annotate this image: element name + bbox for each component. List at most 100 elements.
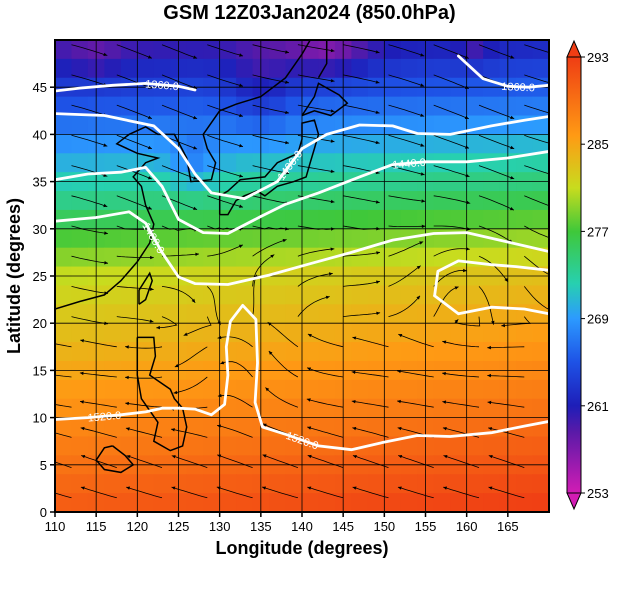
field-cell [120,342,138,362]
streamline-arrow [556,206,560,209]
field-cell [104,228,122,249]
streamline-arrow [173,390,178,395]
streamline [487,401,525,408]
field-cell [400,58,418,79]
field-cell [236,134,254,154]
streamline [398,455,434,468]
field-cell [269,323,287,343]
field-cell [153,153,171,173]
streamline [397,486,434,499]
field-cell [318,474,336,494]
field-cell [285,153,303,173]
field-cell [384,40,402,60]
streamline [116,255,154,259]
streamline-arrow [80,339,84,343]
field-cell [186,58,204,79]
field-cell [285,58,303,79]
streamline [207,74,244,87]
field-cell [367,342,385,362]
field-cell [55,247,73,268]
coastline [136,336,188,452]
field-cell [351,474,369,494]
streamline [116,134,153,150]
field-cell [219,474,237,494]
field-cell [186,247,204,268]
field-cell [450,417,468,438]
field-cell [433,209,451,230]
streamline [161,286,196,303]
field-cell [367,398,385,419]
field-cell [433,96,451,117]
field-cell [433,493,451,512]
field-cell [55,115,73,135]
streamline [161,104,198,120]
field-cell [483,134,501,154]
streamline [433,269,467,287]
field-cell [120,228,138,249]
field-cell [384,474,402,494]
field-cell [186,304,204,324]
field-cell [269,134,287,154]
field-cell [236,228,254,249]
streamline [252,44,290,53]
streamline-arrow [103,143,108,147]
streamline [524,44,549,53]
field-cell [318,247,336,268]
field-cell [71,228,89,249]
field-cell [384,247,402,268]
field-cell [318,153,336,173]
field-cell [219,115,237,135]
field-cell [186,191,204,211]
streamline-arrow [330,169,335,173]
streamline-arrow [376,280,380,284]
field-cell [384,209,402,230]
x-tick-label: 110 [45,519,66,534]
field-cell [318,58,336,79]
field-cell [466,342,484,362]
streamline [126,486,163,499]
field-cell [466,115,484,135]
streamline [267,321,299,348]
field-cell [104,342,122,362]
field-cell [367,493,385,512]
field-cell [186,474,204,494]
field-cell [516,209,534,230]
field-cell [137,96,155,117]
streamline [351,371,389,378]
field-cell [483,398,501,419]
streamline [116,165,153,180]
field-cell [285,342,303,362]
streamline [55,492,72,499]
field-cell [433,323,451,343]
colorbar-top-arrow [566,39,582,58]
field-cell [71,304,89,324]
streamline [343,104,380,114]
field-cell [55,191,73,211]
field-cell [318,323,336,343]
streamline-arrow [330,247,335,251]
field-cell [71,342,89,362]
field-cell [219,342,237,362]
streamline-arrow [328,272,333,276]
field-cell [351,191,369,211]
streamline [307,426,344,438]
field-cell [318,398,336,419]
streamline [297,248,335,257]
streamline-arrow [183,332,188,336]
streamline [297,104,335,112]
x-tick-label: 135 [250,519,272,534]
streamline [71,255,109,264]
field-cell [433,342,451,362]
streamline [55,343,72,348]
streamline-arrow [239,143,243,148]
streamline [352,336,389,348]
colorbar-bar [566,56,582,494]
field-cell [236,474,254,494]
contour-1520 [433,259,549,298]
field-cell [137,304,155,324]
field-cell [285,115,303,135]
field-cell [450,342,468,362]
streamline [297,134,335,143]
streamline [116,225,154,230]
